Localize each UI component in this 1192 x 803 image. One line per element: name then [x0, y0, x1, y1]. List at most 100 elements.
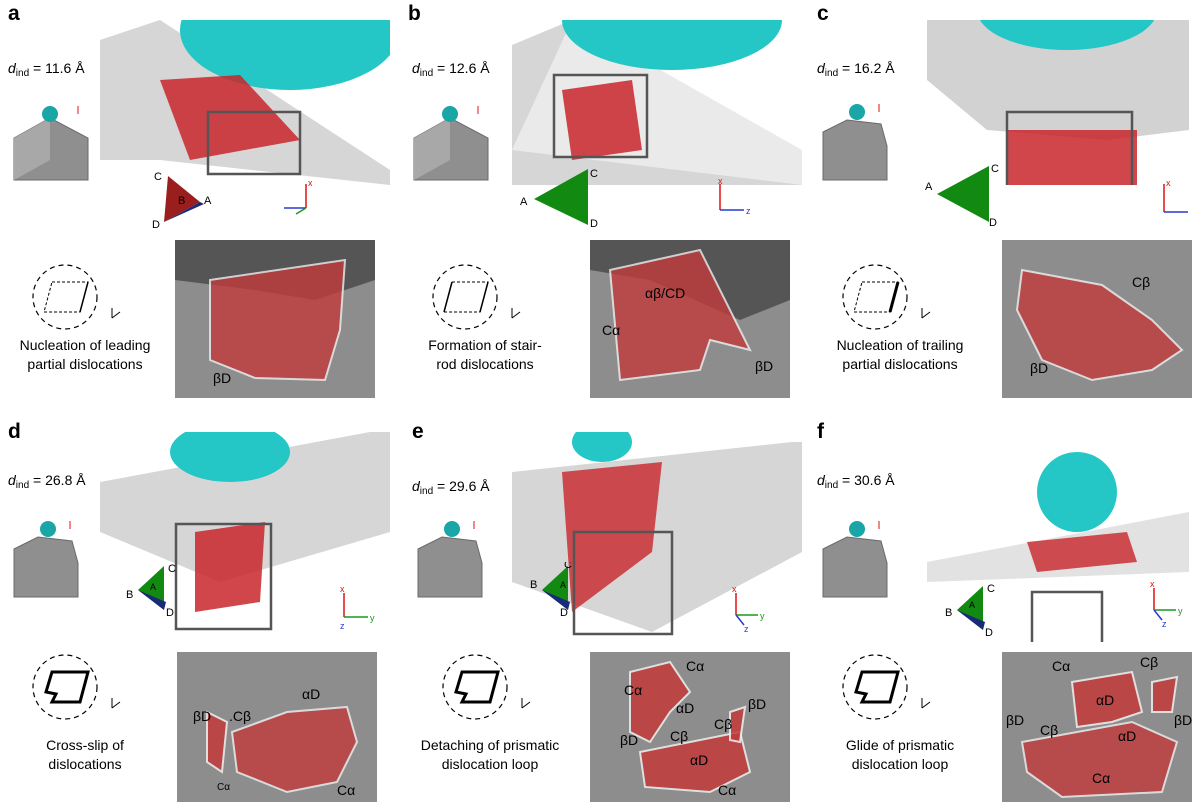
- panel-letter: f: [817, 420, 824, 443]
- dind-value: = 16.2 Å: [842, 60, 895, 76]
- dislocation-detail-view: Cβ βD: [1002, 240, 1192, 398]
- dislocation-label: Cα: [337, 782, 356, 798]
- burgers-circuit-icon: [840, 652, 940, 722]
- thompson-tetrahedron: C A D: [925, 158, 1005, 228]
- dind-value: = 30.6 Å: [842, 472, 895, 488]
- tri-label-a: A: [204, 195, 212, 207]
- axis-x-label: x: [732, 587, 737, 594]
- axis-x-label: x: [308, 178, 313, 188]
- tri-label-a: A: [969, 600, 975, 610]
- thompson-tetrahedron: C A B D: [925, 582, 1005, 637]
- panel-f: f dind = 30.6 Å C A B D x: [795, 402, 1192, 803]
- dind-subscript: ind: [419, 68, 434, 79]
- panel-letter: c: [817, 2, 829, 25]
- dislocation-detail-view: αβ/CD Cα βD: [590, 240, 790, 398]
- dislocation-label: αD: [1096, 692, 1115, 708]
- dislocation-label: αD: [690, 752, 709, 768]
- dind-subscript: ind: [419, 486, 434, 497]
- panel-letter: b: [408, 2, 421, 25]
- indenter-tip-schematic: [8, 100, 93, 185]
- burgers-circuit-icon: [440, 652, 540, 722]
- dislocation-detail-view: βD .Cβ αD Cα Cα: [177, 652, 377, 802]
- panel-caption: Glide of prismatic dislocation loop: [845, 737, 955, 772]
- panel-a: a dind = 11.6 Å C B A D: [0, 0, 397, 401]
- panel-caption: Cross-slip of dislocations: [46, 737, 124, 772]
- tri-label-d: D: [166, 607, 174, 617]
- dind-subscript: ind: [824, 68, 839, 79]
- dislocation-label: βD: [1174, 712, 1192, 728]
- panel-caption: Nucleation of trailing partial dislocati…: [836, 337, 964, 372]
- tri-label-a: A: [925, 181, 933, 193]
- dind-symbol: d: [817, 472, 825, 488]
- dind-value: = 11.6 Å: [33, 60, 85, 76]
- tri-label-b: B: [530, 579, 537, 591]
- indenter-tip-schematic: [817, 100, 902, 185]
- dind-value: = 26.8 Å: [33, 472, 86, 488]
- dislocation-label: βD: [1030, 360, 1049, 376]
- axis-y-label: y: [1178, 606, 1183, 616]
- dind-symbol: d: [8, 472, 16, 488]
- panel-caption: Detaching of prismatic dislocation loop: [420, 737, 560, 772]
- panel-caption: Formation of stair- rod dislocations: [428, 337, 542, 372]
- tri-label-d: D: [590, 218, 598, 230]
- atomistic-snapshot: [100, 20, 390, 185]
- tri-label-c: C: [991, 163, 999, 175]
- dislocation-label: Cα: [602, 322, 621, 338]
- indentation-depth: dind = 11.6 Å: [8, 60, 85, 79]
- panel-letter: a: [8, 2, 20, 25]
- indentation-depth: dind = 26.8 Å: [8, 472, 86, 491]
- dislocation-label: βD: [620, 732, 639, 748]
- dislocation-label: Cβ: [714, 716, 733, 732]
- indenter-tip-schematic: [8, 517, 93, 602]
- indenter-tip-schematic: [408, 100, 493, 185]
- dind-symbol: d: [412, 478, 420, 494]
- panel-letter: e: [412, 420, 424, 443]
- dislocation-label: Cα: [718, 782, 737, 798]
- panel-d: d dind = 26.8 Å C A B D x y: [0, 402, 397, 803]
- panel-e: e dind = 29.6 Å C A B D x: [400, 402, 802, 803]
- dislocation-label: αD: [302, 686, 321, 702]
- tri-label-c: C: [564, 562, 572, 571]
- thompson-tetrahedron: C A B D: [126, 562, 186, 617]
- dind-symbol: d: [412, 60, 420, 76]
- axis-y-label: y: [370, 613, 375, 623]
- axis-z-label: z: [340, 621, 345, 631]
- dislocation-label: Cα: [686, 658, 705, 674]
- indentation-depth: dind = 16.2 Å: [817, 60, 895, 79]
- tri-label-a: A: [150, 582, 156, 592]
- dind-value: = 29.6 Å: [437, 478, 490, 494]
- indenter-tip-schematic: [817, 517, 902, 602]
- dislocation-detail-view: βD: [175, 240, 375, 398]
- dind-value: = 12.6 Å: [437, 60, 490, 76]
- atomistic-snapshot: [512, 20, 802, 185]
- coordinate-axes: x y z: [330, 587, 380, 632]
- axis-x-label: x: [1166, 178, 1171, 188]
- dislocation-label: βD: [755, 358, 774, 374]
- dind-subscript: ind: [824, 480, 839, 491]
- tri-label-c: C: [154, 171, 162, 183]
- dislocation-label: Cβ: [1140, 654, 1159, 670]
- tri-label-d: D: [985, 627, 993, 637]
- dislocation-label: Cβ: [1132, 274, 1151, 290]
- dind-symbol: d: [817, 60, 825, 76]
- panel-caption: Nucleation of leading partial dislocatio…: [19, 337, 151, 372]
- axis-x-label: x: [718, 178, 723, 186]
- indenter-tip-schematic: [412, 517, 497, 602]
- axis-z-label: z: [1162, 619, 1167, 627]
- burgers-circuit-icon: [30, 652, 130, 722]
- axis-z-label: z: [744, 624, 749, 632]
- tri-label-b: B: [178, 195, 185, 207]
- dislocation-detail-view: Cα Cβ αD βD Cβ βD αD Cα: [1002, 652, 1192, 802]
- tri-label-c: C: [168, 563, 176, 575]
- atomistic-snapshot: [927, 20, 1189, 185]
- burgers-circuit-icon: [430, 262, 530, 332]
- dislocation-label: βD: [193, 708, 212, 724]
- coordinate-axes: x: [1150, 178, 1190, 218]
- dislocation-label: βD: [213, 370, 232, 386]
- thompson-tetrahedron: C A D: [520, 165, 600, 230]
- dislocation-label: Cβ: [670, 728, 689, 744]
- indentation-depth: dind = 30.6 Å: [817, 472, 895, 491]
- dind-subscript: ind: [15, 480, 30, 491]
- coordinate-axes: x y z: [722, 587, 772, 632]
- atomistic-snapshot: [512, 432, 802, 637]
